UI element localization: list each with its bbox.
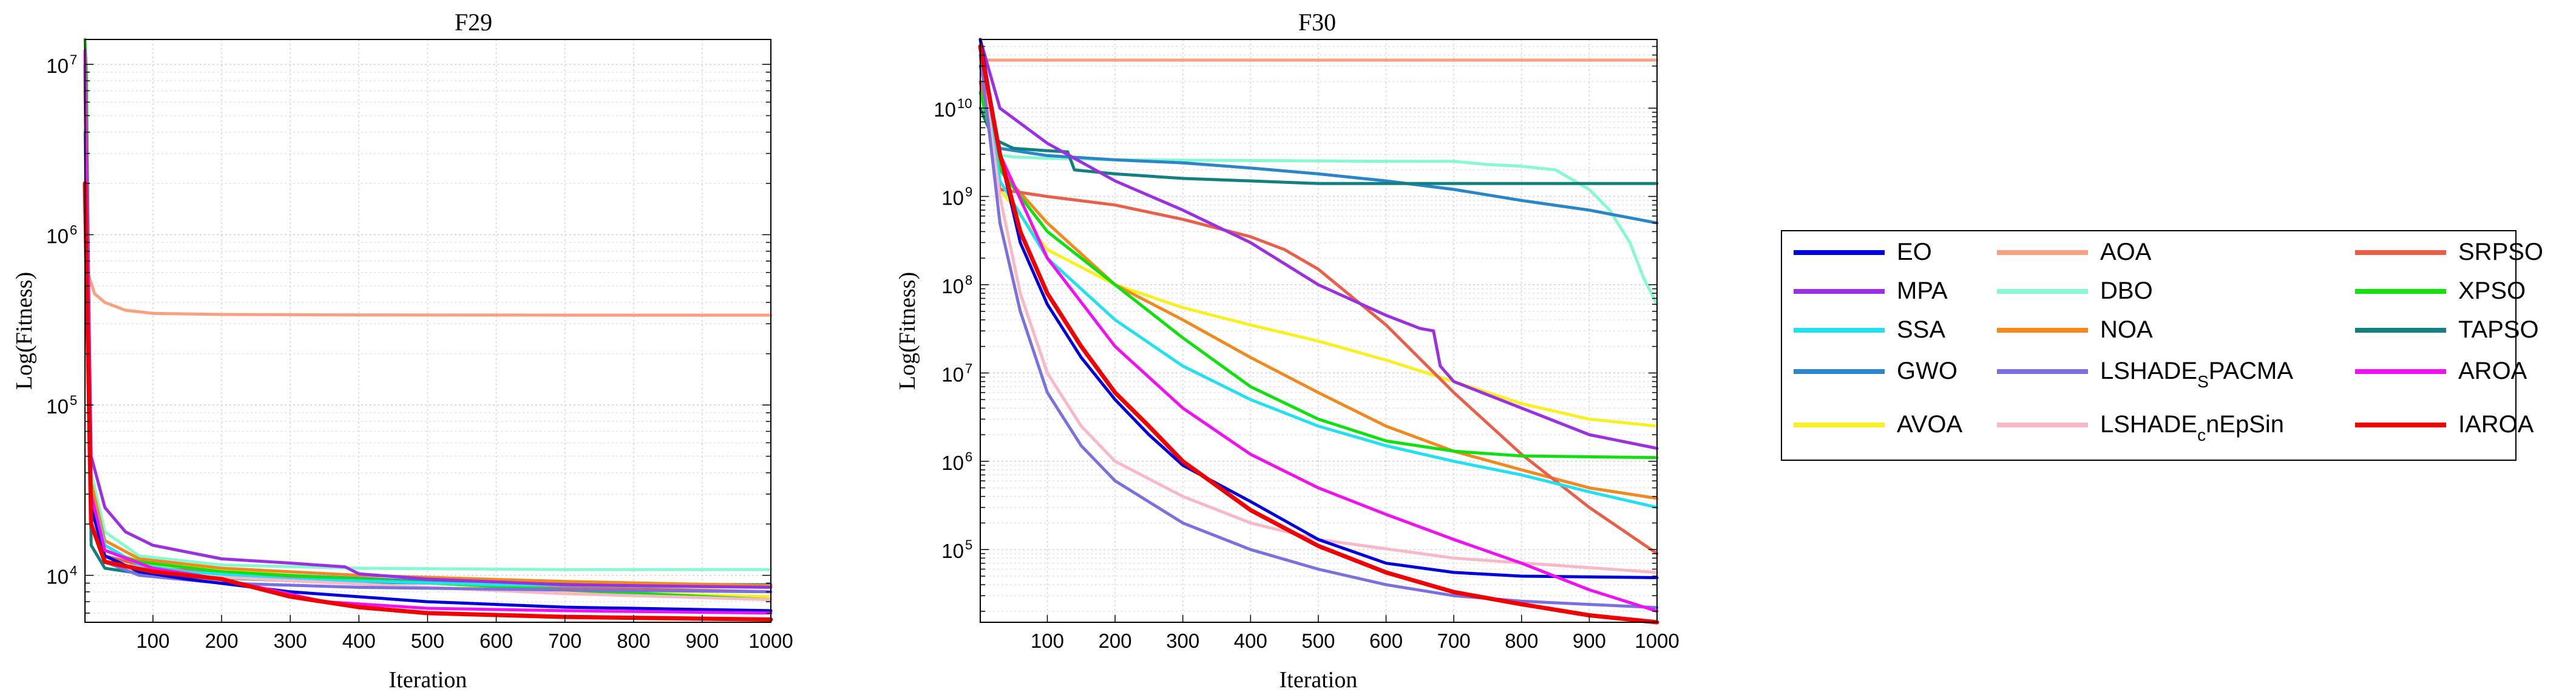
x-tick-label: 900 [1573, 630, 1606, 652]
legend-label: GWO [1897, 358, 1957, 384]
x-tick-label: 600 [480, 630, 513, 652]
x-tick-label: 700 [548, 630, 581, 652]
legend-label: LSHADEcnEpSin [2100, 411, 2284, 444]
y-tick-label: 106 [46, 223, 77, 248]
legend-item-lshadecnepsin: LSHADEcnEpSin [1997, 411, 2284, 444]
chart-f29: F29 100 200 300 400 500 600 700 800 900 1000 104 10… [12, 8, 793, 693]
x-tick-label: 900 [685, 630, 719, 652]
chart-f30: F30 100 200 300 400 500 600 700 800 900 1000 105 10… [895, 8, 1679, 693]
legend-box [1781, 230, 2517, 461]
x-tick-label: 600 [1369, 630, 1403, 652]
x-tick-label: 200 [205, 630, 239, 652]
series-line-lshade-s-pacma [978, 53, 1659, 610]
y-tick-label: 108 [941, 273, 972, 297]
series-line-srpso [978, 80, 1659, 556]
x-tick-label: 400 [342, 630, 376, 652]
x-tick-label: 800 [617, 630, 650, 652]
x-tick-label: 300 [1166, 630, 1199, 652]
y-tick-label: 1010 [934, 96, 972, 121]
x-tick-label: 200 [1099, 630, 1132, 652]
legend-label: TAPSO [2458, 316, 2539, 343]
y-tick-label: 104 [46, 563, 77, 588]
legend-label: XPSO [2458, 277, 2526, 304]
series-line-noa [83, 89, 773, 588]
legend-label: IAROA [2458, 411, 2534, 438]
legend-label: AVOA [1897, 411, 1963, 438]
series-line-iaroa [978, 44, 1659, 625]
x-tick-label: 100 [1031, 630, 1064, 652]
legend-label: MPA [1897, 277, 1948, 304]
series-line-xpso [978, 91, 1659, 460]
x-tick-label: 300 [274, 630, 307, 652]
legend-item-gwo: GWO [1794, 358, 1957, 384]
legend-item-aroa: AROA [2355, 358, 2527, 384]
y-tick-label: 107 [46, 52, 77, 77]
chart-title: F30 [1298, 8, 1336, 36]
legend-label: LSHADESPACMA [2100, 358, 2293, 391]
legend-item-lshadespacma: LSHADESPACMA [1997, 358, 2293, 391]
series-line-aroa [978, 45, 1659, 613]
chart-title: F29 [455, 8, 492, 36]
series-line-aoa [83, 55, 773, 317]
plot-frame [84, 39, 771, 623]
y-tick-label: 107 [941, 361, 972, 386]
x-axis-label: Iteration [389, 667, 467, 693]
y-tick-label: 105 [46, 393, 77, 418]
legend-item-srpso: SRPSO [2355, 239, 2543, 265]
x-tick-label: 800 [1505, 630, 1538, 652]
series-line-tapso [978, 106, 1659, 185]
legend-item-noa: NOA [1997, 316, 2153, 343]
legend-item-dbo: DBO [1997, 277, 2153, 304]
x-tick-label: 500 [411, 630, 444, 652]
x-tick-label: 700 [1437, 630, 1471, 652]
y-tick-label: 106 [941, 449, 972, 474]
series-line-eo [978, 38, 1659, 579]
x-tick-label: 1000 [1635, 630, 1679, 652]
legend-item-xpso: XPSO [2355, 277, 2526, 304]
series-line-dbo [978, 80, 1659, 306]
series-line-mpa [83, 49, 773, 589]
legend-item-aoa: AOA [1997, 239, 2152, 265]
legend-label: SSA [1897, 316, 1945, 343]
y-axis-label: Log(Fitness) [12, 272, 37, 390]
legend-label: AROA [2458, 358, 2527, 384]
series-line-noa [978, 53, 1659, 500]
legend-label: AOA [2100, 239, 2152, 265]
legend: EO MPA SSA GWO AVOA AOA DBO NOA LSHADESPACMA LSHA… [1781, 230, 2543, 461]
legend-item-eo: EO [1794, 239, 1932, 265]
legend-item-tapso: TAPSO [2355, 316, 2539, 343]
legend-item-avoa: AVOA [1794, 411, 1963, 438]
series-line-ssa [978, 45, 1659, 509]
x-tick-label: 1000 [748, 630, 793, 652]
series-line-dbo [83, 49, 773, 571]
y-tick-label: 109 [941, 185, 972, 209]
legend-label: EO [1897, 239, 1932, 265]
x-tick-label: 100 [136, 630, 169, 652]
legend-item-ssa: SSA [1794, 316, 1945, 343]
x-axis-label: Iteration [1280, 667, 1358, 693]
legend-item-iaroa: IAROA [2355, 411, 2534, 438]
legend-label: DBO [2100, 277, 2153, 304]
x-tick-label: 400 [1234, 630, 1267, 652]
x-tick-label: 500 [1301, 630, 1335, 652]
series-line-lshade-c-nepsin [978, 53, 1659, 574]
legend-item-mpa: MPA [1794, 277, 1948, 304]
legend-label: NOA [2100, 316, 2153, 343]
series-line-eo [83, 63, 773, 613]
legend-label: SRPSO [2458, 239, 2543, 265]
series-line-srpso [83, 79, 773, 594]
series-line-gwo [978, 64, 1659, 225]
series-line-mpa [978, 38, 1659, 450]
y-tick-label: 105 [941, 537, 972, 562]
y-axis-label: Log(Fitness) [895, 272, 920, 390]
